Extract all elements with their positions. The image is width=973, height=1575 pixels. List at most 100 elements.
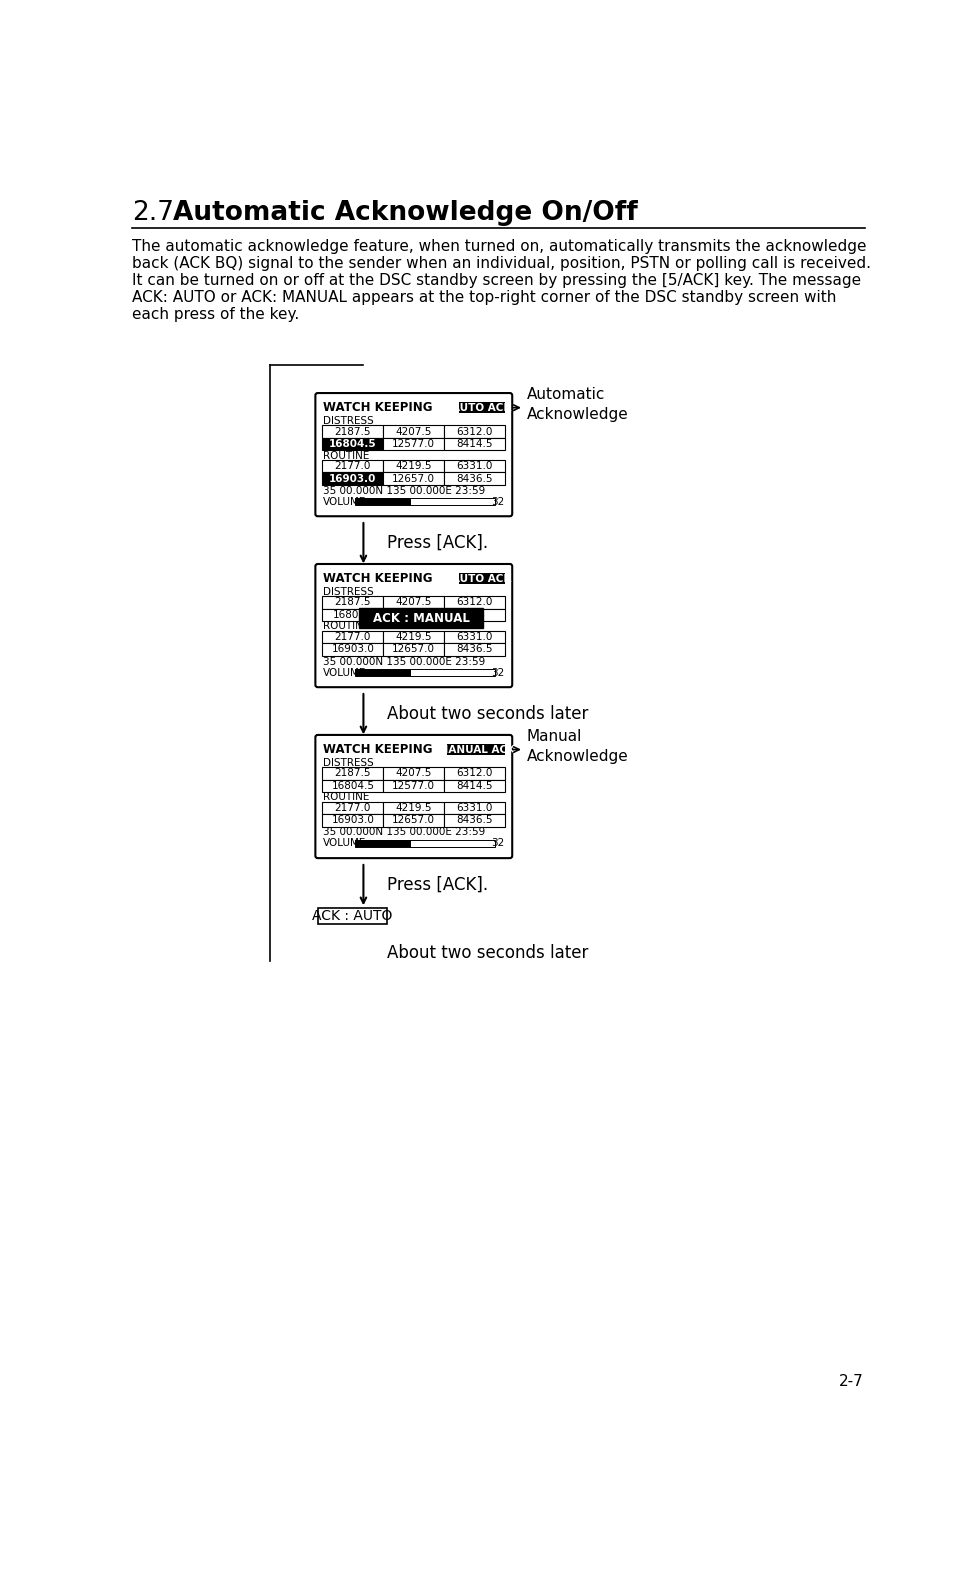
Text: ROUTINE: ROUTINE: [323, 450, 370, 460]
Bar: [458, 573, 505, 584]
Bar: [318, 909, 387, 923]
Text: 8414.5: 8414.5: [456, 781, 493, 791]
Bar: [383, 643, 445, 655]
FancyBboxPatch shape: [315, 564, 512, 687]
Bar: [445, 608, 505, 621]
Text: 2177.0: 2177.0: [335, 632, 371, 643]
Bar: [383, 460, 445, 472]
Bar: [383, 632, 445, 643]
Text: It can be turned on or off at the DSC standby screen by pressing the [5/ACK] key: It can be turned on or off at the DSC st…: [132, 272, 862, 288]
Text: 6312.0: 6312.0: [456, 427, 493, 436]
Text: 2187.5: 2187.5: [335, 769, 371, 778]
Text: About two seconds later: About two seconds later: [386, 943, 588, 962]
Bar: [322, 460, 383, 472]
Text: WATCH KEEPING: WATCH KEEPING: [323, 743, 433, 756]
Text: 2.7: 2.7: [132, 200, 174, 225]
Text: VOLUME: VOLUME: [323, 496, 367, 507]
Bar: [445, 780, 505, 792]
Bar: [383, 597, 445, 608]
Bar: [322, 643, 383, 655]
Bar: [322, 814, 383, 827]
Bar: [445, 597, 505, 608]
Bar: [445, 460, 505, 472]
Text: 16903.0: 16903.0: [329, 474, 377, 484]
Text: 6331.0: 6331.0: [456, 632, 493, 643]
Bar: [445, 472, 505, 485]
Text: DISTRESS: DISTRESS: [323, 416, 374, 425]
Text: ACK : MANUAL: ACK : MANUAL: [373, 611, 470, 625]
Bar: [383, 767, 445, 780]
Text: ROUTIN: ROUTIN: [323, 622, 363, 632]
Bar: [322, 802, 383, 814]
Text: 16903.0: 16903.0: [332, 816, 375, 825]
Text: 2187.5: 2187.5: [335, 427, 371, 436]
Text: About two seconds later: About two seconds later: [386, 706, 588, 723]
Text: 16804.5: 16804.5: [329, 439, 377, 449]
Text: 8436.5: 8436.5: [456, 816, 493, 825]
Bar: [448, 743, 505, 754]
Bar: [322, 438, 383, 450]
Text: 4207.5: 4207.5: [396, 427, 432, 436]
Bar: [445, 425, 505, 438]
Bar: [322, 780, 383, 792]
Text: 35 00.000N 135 00.000E 23:59: 35 00.000N 135 00.000E 23:59: [323, 485, 486, 496]
Bar: [383, 425, 445, 438]
Text: 35 00.000N 135 00.000E 23:59: 35 00.000N 135 00.000E 23:59: [323, 827, 486, 838]
Text: ACK: AUTO or ACK: MANUAL appears at the top-right corner of the DSC standby scre: ACK: AUTO or ACK: MANUAL appears at the …: [132, 290, 837, 306]
Text: 6312.0: 6312.0: [456, 769, 493, 778]
Text: DISTRESS: DISTRESS: [323, 758, 374, 767]
Text: 4219.5: 4219.5: [396, 803, 432, 813]
Bar: [322, 472, 383, 485]
Bar: [445, 767, 505, 780]
Bar: [322, 767, 383, 780]
Bar: [355, 669, 411, 676]
Text: 16804.5: 16804.5: [332, 781, 375, 791]
Bar: [383, 780, 445, 792]
Text: 2-7: 2-7: [840, 1373, 864, 1389]
Bar: [383, 814, 445, 827]
Text: WATCH KEEPING: WATCH KEEPING: [323, 572, 433, 586]
Bar: [355, 669, 495, 676]
Bar: [355, 839, 495, 847]
Text: DISTRESS: DISTRESS: [323, 587, 374, 597]
Text: MANUAL ACK: MANUAL ACK: [438, 745, 515, 754]
Bar: [322, 608, 383, 621]
Text: Automatic
Acknowledge: Automatic Acknowledge: [527, 387, 629, 422]
FancyBboxPatch shape: [315, 736, 512, 858]
Text: 4219.5: 4219.5: [396, 461, 432, 471]
Bar: [383, 472, 445, 485]
Text: 8436.5: 8436.5: [456, 474, 493, 484]
Text: 12577.0: 12577.0: [392, 439, 435, 449]
Text: 2187.5: 2187.5: [335, 597, 371, 608]
Text: Automatic Acknowledge On/Off: Automatic Acknowledge On/Off: [173, 200, 637, 225]
Text: 4219.5: 4219.5: [396, 632, 432, 643]
Bar: [359, 608, 484, 628]
Text: 12657.0: 12657.0: [392, 644, 435, 655]
Bar: [322, 597, 383, 608]
Text: 32: 32: [491, 838, 504, 849]
Text: 12657.0: 12657.0: [392, 816, 435, 825]
Text: Manual
Acknowledge: Manual Acknowledge: [527, 729, 629, 764]
Text: ROUTINE: ROUTINE: [323, 792, 370, 802]
Bar: [458, 402, 505, 413]
Text: The automatic acknowledge feature, when turned on, automatically transmits the a: The automatic acknowledge feature, when …: [132, 239, 867, 254]
Text: ACK : AUTO: ACK : AUTO: [312, 909, 393, 923]
Text: 2177.0: 2177.0: [335, 803, 371, 813]
Text: Press [ACK].: Press [ACK].: [386, 534, 487, 553]
Text: back (ACK BQ) signal to the sender when an individual, position, PSTN or polling: back (ACK BQ) signal to the sender when …: [132, 257, 872, 271]
Bar: [445, 438, 505, 450]
Bar: [322, 632, 383, 643]
Bar: [322, 425, 383, 438]
Text: 16804: 16804: [334, 610, 366, 621]
Bar: [445, 643, 505, 655]
Text: 32: 32: [491, 668, 504, 677]
Text: 2177.0: 2177.0: [335, 461, 371, 471]
Text: AUTO ACK: AUTO ACK: [452, 403, 512, 413]
Text: 8414.5: 8414.5: [456, 439, 493, 449]
Text: 4207.5: 4207.5: [396, 769, 432, 778]
Text: 6312.0: 6312.0: [456, 597, 493, 608]
Text: WATCH KEEPING: WATCH KEEPING: [323, 402, 433, 414]
Text: each press of the key.: each press of the key.: [132, 307, 300, 321]
Text: 12577.0: 12577.0: [392, 781, 435, 791]
Text: 16903.0: 16903.0: [332, 644, 375, 655]
